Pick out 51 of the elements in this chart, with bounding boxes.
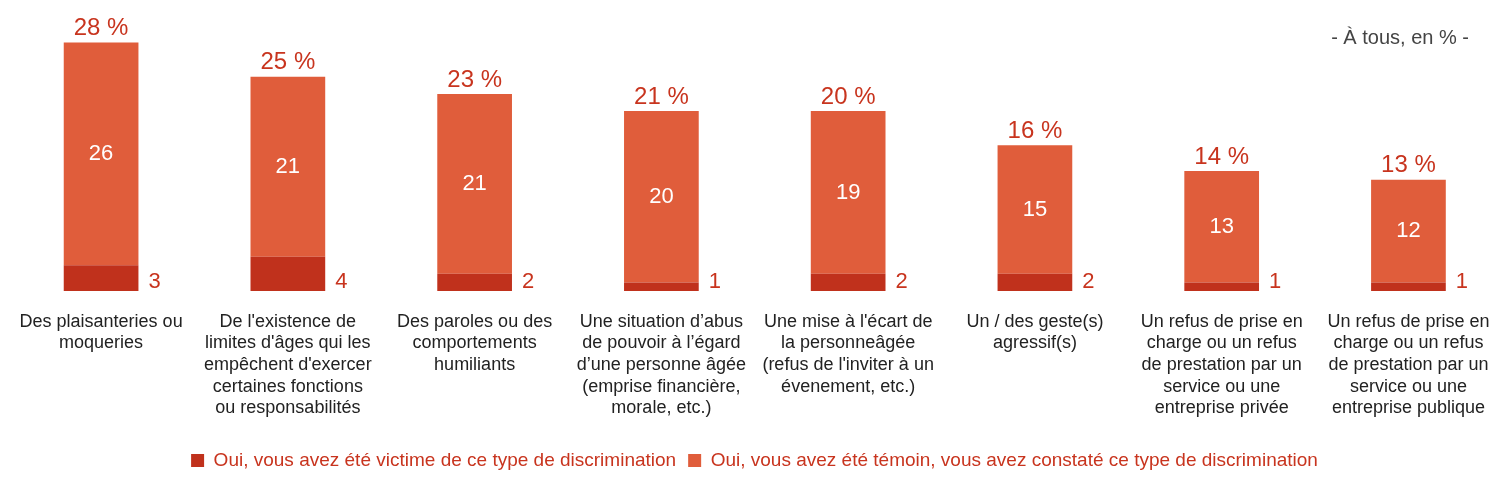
data-label: 12 [1396, 217, 1421, 243]
data-label: 2 [521, 268, 535, 294]
bar [437, 273, 512, 291]
x-tick-label: Un refus de prise en charge ou un refus de prestation par un service ou une entreprise publique [1327, 310, 1490, 418]
total-label: 21 % [634, 81, 689, 109]
bar [63, 265, 139, 291]
bar [810, 111, 886, 274]
data-label: 26 [88, 140, 114, 165]
data-label: 4 [335, 268, 348, 294]
bar [1184, 282, 1260, 291]
bar [997, 273, 1073, 291]
x-tick-label: Un refus de prise en charge ou un refus de prestation par un service ou une entreprise privée [1140, 310, 1303, 418]
data-label: 2 [895, 268, 908, 294]
legend-label: Oui, vous avez été témoin, vous avez constaté ce type de discrimination [710, 448, 1318, 470]
total-label: 25 % [260, 47, 316, 75]
bar [437, 93, 512, 274]
bar [997, 145, 1073, 274]
x-tick-label: Des plaisanteries ou moqueries [19, 310, 183, 353]
bar [1184, 171, 1260, 283]
total-label: 14 % [1194, 141, 1250, 169]
annotation: - À tous, en % - [1331, 25, 1469, 48]
total-label: 16 % [1007, 115, 1063, 143]
bar [63, 42, 139, 266]
total-label: 20 % [820, 81, 876, 109]
data-label: 2 [1082, 268, 1095, 294]
x-tick-label: Des paroles ou des comportements humiliants [397, 310, 553, 374]
data-label: 19 [835, 178, 861, 204]
x-tick-label: De l'existence de limites d'âges qui les empêchent d'exercer certaines fonctions ou responsabilités [204, 310, 372, 418]
data-label: 21 [462, 169, 487, 195]
bar [624, 282, 699, 291]
data-label: 1 [1455, 268, 1469, 294]
x-tick-label: Un / des geste(s) agressif(s) [966, 310, 1104, 353]
data-label: 3 [148, 268, 161, 294]
x-tick-label: Une situation d’abus de pouvoir à l’égard d’une personne âgée (emprise financière, morale, etc.) [576, 310, 746, 418]
total-label: 23 % [447, 64, 502, 92]
data-label: 21 [275, 152, 301, 178]
legend-label: Oui, vous avez été victime de ce type de discrimination [213, 448, 677, 470]
bar [250, 76, 326, 257]
data-label: 13 [1209, 212, 1234, 238]
x-tick-label: Une mise à l'écart de la personneâgée (refus de l'inviter à un évenement, etc.) [762, 310, 934, 396]
data-label: 1 [1269, 268, 1282, 294]
bar [250, 256, 326, 291]
total-label: 28 % [73, 13, 129, 41]
bar [1371, 282, 1446, 291]
data-label: 1 [708, 268, 721, 294]
data-label: 20 [649, 182, 674, 208]
data-label: 15 [1022, 195, 1048, 221]
bar [810, 273, 886, 291]
bar [1371, 179, 1446, 283]
total-label: 13 % [1381, 150, 1436, 178]
bar [624, 111, 699, 283]
